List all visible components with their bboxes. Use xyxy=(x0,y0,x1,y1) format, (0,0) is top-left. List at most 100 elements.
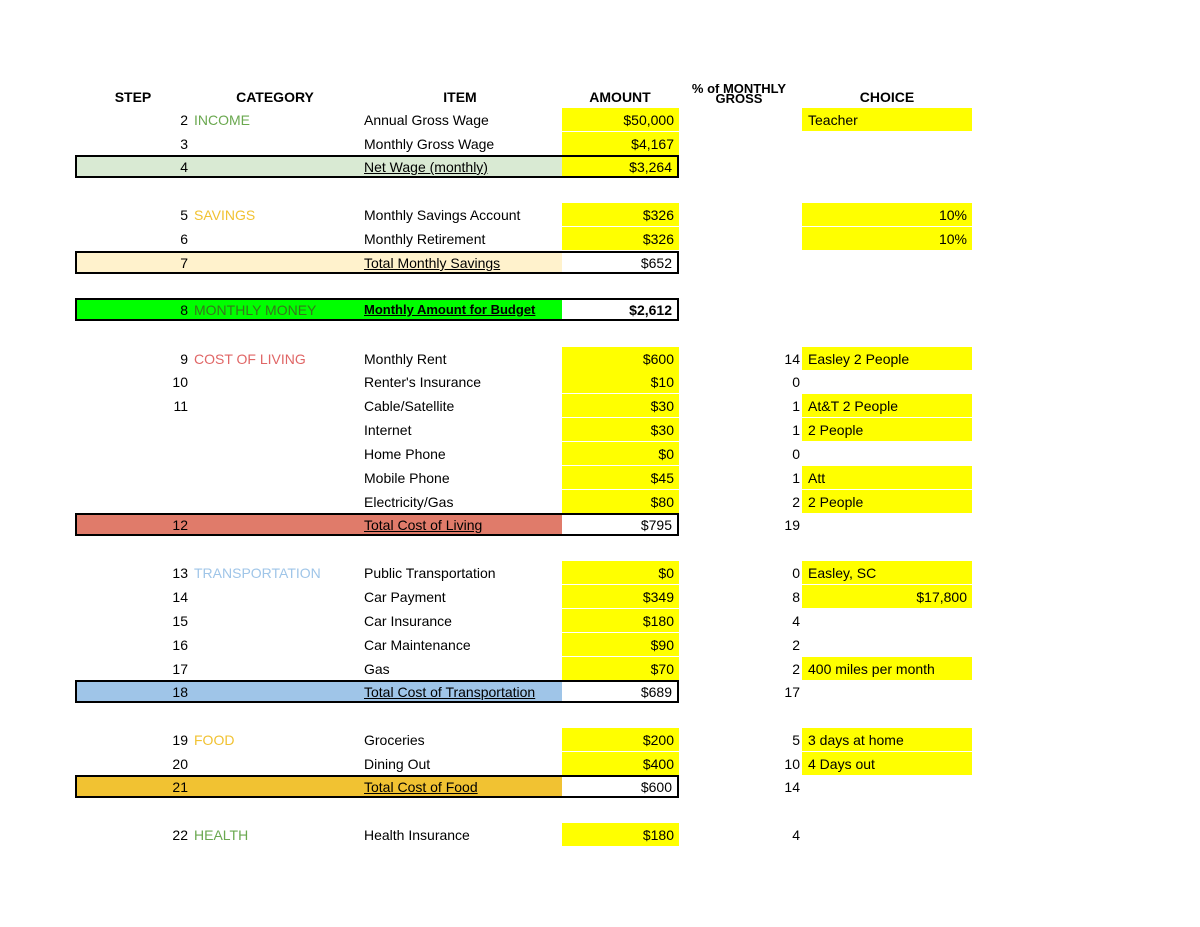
step-cell: 7 xyxy=(180,255,188,271)
item-cell: Monthly Gross Wage xyxy=(364,136,495,152)
percent-cell: 4 xyxy=(792,613,800,629)
amount-cell[interactable]: $326 xyxy=(562,203,679,226)
category-food: FOOD xyxy=(194,732,235,748)
choice-cell[interactable]: 2 People xyxy=(802,418,972,441)
table-row-groceries: 19 FOOD Groceries $200 5 3 days at home xyxy=(0,728,1200,752)
choice-cell[interactable]: $17,800 xyxy=(802,585,972,608)
header-item: ITEM xyxy=(443,89,477,105)
table-row-income-annual: 2 INCOME Annual Gross Wage $50,000 Teach… xyxy=(0,108,1200,132)
step-cell: 6 xyxy=(180,231,188,247)
item-cell: Annual Gross Wage xyxy=(364,112,489,128)
table-row-car-maintenance: 16 Car Maintenance $90 2 xyxy=(0,633,1200,657)
amount-cell: $2,612 xyxy=(562,298,679,321)
item-cell: Public Transportation xyxy=(364,565,496,581)
table-row-home-phone: Home Phone $0 0 xyxy=(0,442,1200,466)
step-cell: 2 xyxy=(180,112,188,128)
table-row-public-transportation: 13 TRANSPORTATION Public Transportation … xyxy=(0,561,1200,585)
step-cell: 19 xyxy=(172,732,188,748)
item-cell: Monthly Amount for Budget xyxy=(364,302,536,317)
item-cell: Total Monthly Savings xyxy=(364,255,501,271)
amount-cell[interactable]: $10 xyxy=(562,370,679,393)
step-cell: 18 xyxy=(172,684,188,700)
choice-cell[interactable]: Easley, SC xyxy=(802,561,972,584)
header-amount: AMOUNT xyxy=(589,89,651,105)
choice-cell[interactable]: 10% xyxy=(802,227,972,250)
table-row-total-transportation: 18 Total Cost of Transportation $689 17 xyxy=(0,680,1200,704)
percent-cell: 1 xyxy=(792,398,800,414)
percent-cell: 5 xyxy=(792,732,800,748)
percent-cell: 0 xyxy=(792,374,800,390)
step-cell: 21 xyxy=(172,779,188,795)
item-cell: Home Phone xyxy=(364,446,446,462)
header-step: STEP xyxy=(114,89,152,105)
step-cell: 13 xyxy=(172,565,188,581)
category-savings: SAVINGS xyxy=(194,207,256,223)
amount-cell[interactable]: $30 xyxy=(562,418,679,441)
percent-cell: 14 xyxy=(784,779,800,795)
amount-cell[interactable]: $326 xyxy=(562,227,679,250)
amount-cell[interactable]: $80 xyxy=(562,490,679,513)
amount-cell: $652 xyxy=(562,251,679,274)
table-row-monthly-money: 8 MONTHLY MONEY Monthly Amount for Budge… xyxy=(0,298,1200,322)
percent-cell: 1 xyxy=(792,470,800,486)
amount-cell[interactable]: $45 xyxy=(562,466,679,489)
item-cell: Monthly Rent xyxy=(364,351,447,367)
amount-cell[interactable]: $70 xyxy=(562,657,679,680)
category-monthly-money: MONTHLY MONEY xyxy=(194,302,317,318)
amount-cell[interactable]: $3,264 xyxy=(562,155,679,178)
choice-cell[interactable]: Att xyxy=(802,466,972,489)
amount-cell[interactable]: $4,167 xyxy=(562,132,679,155)
step-cell: 8 xyxy=(180,302,188,318)
percent-cell: 1 xyxy=(792,422,800,438)
choice-cell[interactable]: At&T 2 People xyxy=(802,394,972,417)
monthly-money-band xyxy=(75,298,562,321)
step-cell: 11 xyxy=(173,398,188,414)
amount-cell[interactable]: $0 xyxy=(562,561,679,584)
choice-cell[interactable]: Teacher xyxy=(802,108,972,131)
table-row-total-food: 21 Total Cost of Food $600 14 xyxy=(0,775,1200,799)
amount-cell[interactable]: $90 xyxy=(562,633,679,656)
item-cell: Renter's Insurance xyxy=(364,374,482,390)
choice-cell[interactable]: 3 days at home xyxy=(802,728,972,751)
amount-cell[interactable]: $180 xyxy=(562,609,679,632)
step-cell: 12 xyxy=(172,517,188,533)
percent-cell: 19 xyxy=(784,517,800,533)
header-category: CATEGORY xyxy=(236,89,314,105)
amount-cell[interactable]: $200 xyxy=(562,728,679,751)
item-cell: Monthly Retirement xyxy=(364,231,486,247)
choice-cell[interactable]: Easley 2 People xyxy=(802,347,972,370)
table-row-income-monthly: 3 Monthly Gross Wage $4,167 xyxy=(0,132,1200,156)
amount-cell[interactable]: $180 xyxy=(562,823,679,846)
choice-cell[interactable]: 400 miles per month xyxy=(802,657,972,680)
header-choice: CHOICE xyxy=(859,89,915,105)
item-cell: Car Insurance xyxy=(364,613,452,629)
amount-cell[interactable]: $349 xyxy=(562,585,679,608)
item-cell: Monthly Savings Account xyxy=(364,207,521,223)
amount-cell[interactable]: $0 xyxy=(562,442,679,465)
step-cell: 14 xyxy=(172,589,188,605)
percent-cell: 2 xyxy=(792,661,800,677)
item-cell: Electricity/Gas xyxy=(364,494,454,510)
table-row-internet: Internet $30 1 2 People xyxy=(0,418,1200,442)
table-row-retirement: 6 Monthly Retirement $326 10% xyxy=(0,227,1200,251)
table-row-dining-out: 20 Dining Out $400 10 4 Days out xyxy=(0,752,1200,776)
category-income: INCOME xyxy=(194,112,250,128)
table-row-rent: 9 COST OF LIVING Monthly Rent $600 14 Ea… xyxy=(0,347,1200,371)
percent-cell: 4 xyxy=(792,827,800,843)
amount-cell[interactable]: $600 xyxy=(562,347,679,370)
percent-cell: 0 xyxy=(792,446,800,462)
choice-cell[interactable]: 10% xyxy=(802,203,972,226)
step-cell: 5 xyxy=(180,207,188,223)
table-row-mobile-phone: Mobile Phone $45 1 Att xyxy=(0,466,1200,490)
amount-cell[interactable]: $400 xyxy=(562,752,679,775)
cost-of-living-total-band xyxy=(75,513,562,536)
item-cell: Groceries xyxy=(364,732,425,748)
amount-cell[interactable]: $50,000 xyxy=(562,108,679,131)
step-cell: 9 xyxy=(180,351,188,367)
table-row-savings-account: 5 SAVINGS Monthly Savings Account $326 1… xyxy=(0,203,1200,227)
food-total-band xyxy=(75,775,562,798)
amount-cell[interactable]: $30 xyxy=(562,394,679,417)
transportation-total-band xyxy=(75,680,562,703)
choice-cell[interactable]: 2 People xyxy=(802,490,972,513)
choice-cell[interactable]: 4 Days out xyxy=(802,752,972,775)
